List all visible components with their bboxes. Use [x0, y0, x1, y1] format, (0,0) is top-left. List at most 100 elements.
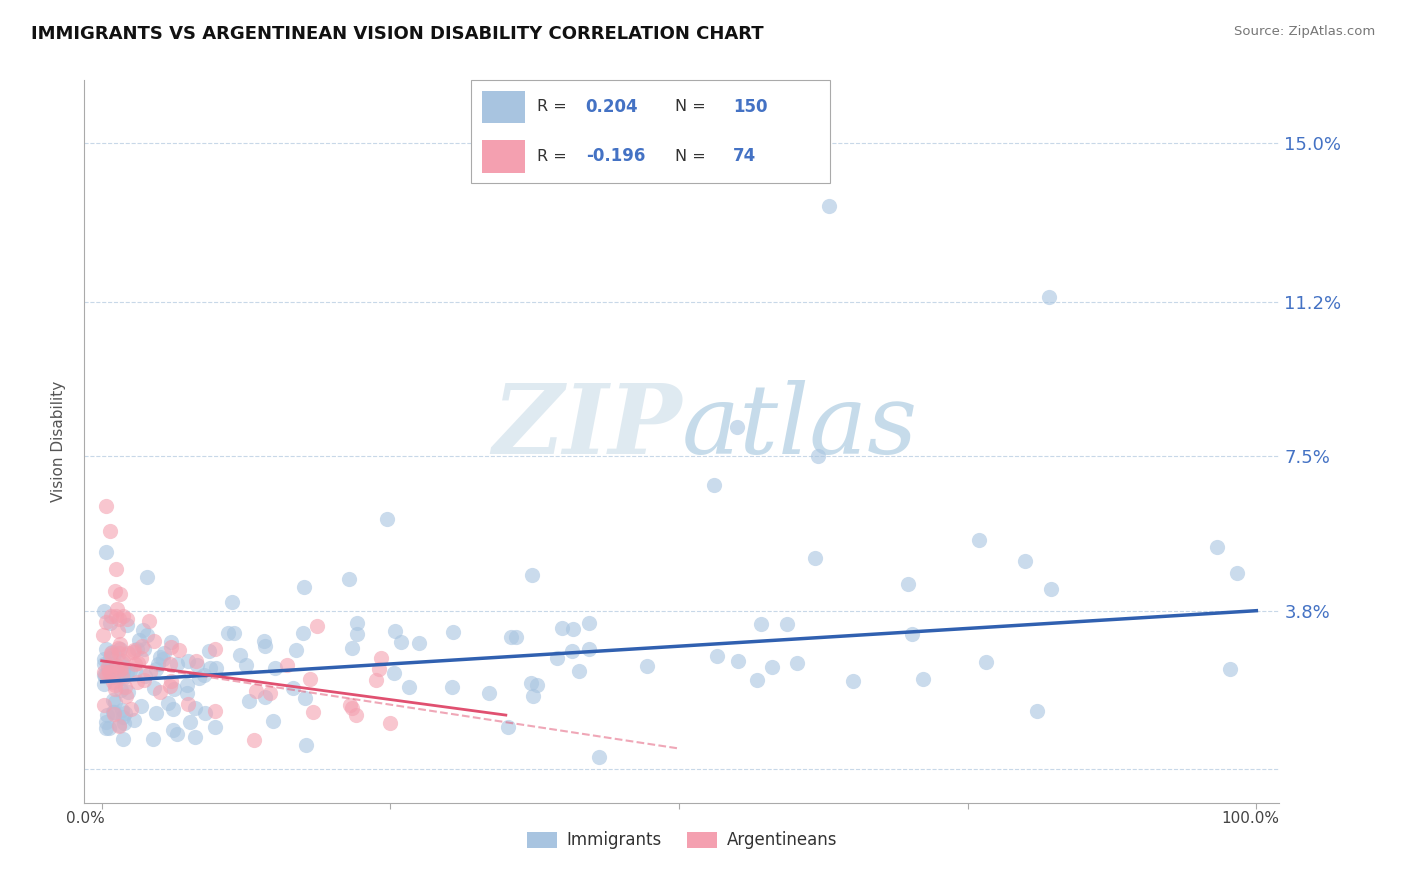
- Point: [901, 627, 924, 641]
- Point: [337, 573, 360, 587]
- Point: [110, 662, 132, 676]
- Point: [100, 608, 122, 623]
- Point: [776, 617, 799, 632]
- Point: [263, 661, 285, 675]
- Point: [706, 649, 728, 664]
- Point: [115, 618, 138, 632]
- Point: [120, 663, 142, 677]
- Point: [117, 647, 139, 661]
- Point: [112, 710, 135, 724]
- Point: [125, 675, 148, 690]
- Point: [194, 706, 217, 720]
- Point: [135, 569, 157, 583]
- Point: [108, 612, 131, 626]
- Point: [136, 628, 159, 642]
- Point: [636, 659, 658, 673]
- Point: [100, 648, 122, 662]
- Point: [114, 706, 136, 721]
- Point: [163, 682, 186, 697]
- Point: [103, 705, 125, 719]
- Point: [112, 660, 135, 674]
- Point: [245, 684, 267, 698]
- Point: [1039, 582, 1062, 596]
- Point: [97, 721, 120, 735]
- Point: [111, 731, 134, 746]
- Text: -0.196: -0.196: [586, 147, 645, 165]
- Point: [162, 723, 184, 737]
- Point: [298, 673, 321, 687]
- Point: [285, 643, 308, 657]
- Point: [115, 689, 138, 703]
- Point: [98, 665, 121, 680]
- Point: [167, 643, 190, 657]
- Point: [366, 673, 388, 688]
- Point: [193, 668, 215, 682]
- Point: [200, 661, 222, 675]
- Point: [103, 670, 125, 684]
- Point: [377, 512, 399, 526]
- Point: [761, 660, 783, 674]
- Point: [1219, 662, 1241, 676]
- Point: [911, 672, 934, 686]
- Point: [408, 636, 430, 650]
- Point: [588, 749, 610, 764]
- Point: [149, 685, 172, 699]
- Point: [124, 664, 146, 678]
- Point: [179, 715, 201, 730]
- Point: [97, 665, 120, 679]
- Point: [98, 663, 121, 677]
- Point: [98, 615, 121, 630]
- Point: [93, 665, 115, 680]
- Point: [346, 616, 368, 631]
- Point: [96, 545, 118, 559]
- Point: [198, 643, 221, 657]
- Point: [105, 658, 128, 673]
- Point: [93, 698, 115, 712]
- Point: [100, 646, 122, 660]
- Point: [120, 702, 142, 716]
- Text: atlas: atlas: [682, 380, 918, 474]
- Point: [166, 657, 188, 671]
- Point: [519, 675, 541, 690]
- Point: [498, 720, 520, 734]
- Point: [108, 719, 131, 733]
- Point: [499, 630, 522, 644]
- Point: [398, 681, 420, 695]
- Point: [370, 651, 392, 665]
- Point: [93, 604, 115, 618]
- Point: [132, 673, 155, 688]
- Point: [107, 624, 129, 639]
- Text: 74: 74: [733, 147, 756, 165]
- Point: [142, 731, 165, 746]
- Point: [103, 693, 125, 707]
- Point: [749, 617, 772, 632]
- Point: [806, 449, 828, 463]
- Point: [160, 640, 183, 654]
- Point: [1014, 553, 1036, 567]
- Point: [295, 738, 318, 752]
- Text: R =: R =: [537, 99, 572, 114]
- Point: [186, 657, 208, 672]
- Point: [276, 658, 298, 673]
- Point: [159, 680, 181, 694]
- Point: [842, 673, 865, 688]
- Point: [112, 654, 135, 668]
- Point: [478, 686, 501, 700]
- Point: [104, 681, 127, 696]
- Point: [1026, 704, 1049, 718]
- Point: [176, 678, 198, 692]
- Point: [253, 690, 276, 704]
- Point: [124, 657, 146, 672]
- Point: [128, 632, 150, 647]
- Point: [129, 699, 152, 714]
- Point: [259, 686, 281, 700]
- Point: [108, 642, 131, 657]
- Point: [160, 634, 183, 648]
- Point: [105, 602, 128, 616]
- Point: [104, 695, 127, 709]
- Point: [703, 478, 725, 492]
- Point: [112, 716, 135, 731]
- Point: [139, 665, 162, 679]
- Point: [389, 635, 412, 649]
- Point: [101, 645, 124, 659]
